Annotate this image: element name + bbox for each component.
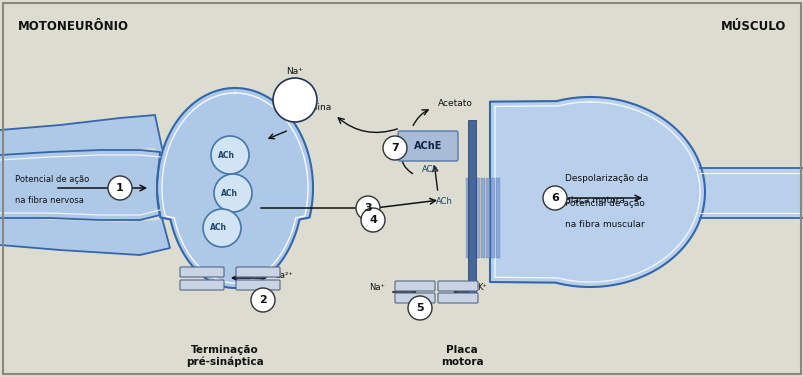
Circle shape	[210, 136, 249, 174]
Polygon shape	[0, 150, 160, 220]
Bar	[471, 178, 475, 258]
Text: placa motora: placa motora	[565, 196, 624, 205]
FancyBboxPatch shape	[180, 267, 224, 277]
FancyBboxPatch shape	[180, 280, 224, 290]
Circle shape	[382, 136, 406, 160]
Text: na fibra muscular: na fibra muscular	[565, 220, 644, 229]
FancyBboxPatch shape	[394, 281, 434, 291]
Bar	[475, 178, 479, 258]
Circle shape	[361, 208, 385, 232]
Text: Placa
motora: Placa motora	[440, 345, 483, 366]
Text: 5: 5	[416, 303, 423, 313]
Bar	[491, 178, 495, 258]
FancyBboxPatch shape	[236, 267, 279, 277]
Text: K⁺: K⁺	[476, 284, 487, 293]
FancyBboxPatch shape	[394, 293, 434, 303]
Polygon shape	[157, 88, 312, 288]
Polygon shape	[0, 193, 169, 255]
Text: Terminação
pré-sináptica: Terminação pré-sináptica	[185, 345, 263, 367]
Text: ACh: ACh	[210, 224, 226, 233]
Text: na fibra nervosa: na fibra nervosa	[15, 196, 84, 205]
Text: Colina: Colina	[304, 104, 332, 112]
Text: AChE: AChE	[414, 141, 442, 151]
Text: MÚSCULO: MÚSCULO	[719, 20, 785, 33]
Text: ACh: ACh	[421, 166, 438, 175]
Bar	[485, 178, 489, 258]
Text: 6: 6	[550, 193, 558, 203]
Text: 3: 3	[364, 203, 371, 213]
Circle shape	[202, 209, 241, 247]
FancyBboxPatch shape	[397, 131, 458, 161]
Text: Na⁺: Na⁺	[369, 284, 385, 293]
Text: ACh: ACh	[218, 150, 234, 159]
Circle shape	[407, 296, 431, 320]
Circle shape	[273, 78, 316, 122]
FancyBboxPatch shape	[438, 281, 478, 291]
Circle shape	[214, 174, 251, 212]
Circle shape	[251, 288, 275, 312]
Text: ACh: ACh	[220, 188, 237, 198]
Polygon shape	[0, 115, 161, 183]
Text: 1: 1	[116, 183, 124, 193]
Text: Acetato: Acetato	[438, 98, 472, 107]
Bar	[467, 120, 475, 295]
Bar	[480, 178, 484, 258]
Bar	[495, 178, 499, 258]
Text: 7: 7	[390, 143, 398, 153]
Text: Na⁺: Na⁺	[286, 67, 303, 76]
Text: ACh: ACh	[435, 198, 452, 207]
Bar	[466, 178, 470, 258]
Circle shape	[108, 176, 132, 200]
Circle shape	[356, 196, 380, 220]
Text: 4: 4	[369, 215, 377, 225]
Text: 2: 2	[259, 295, 267, 305]
Text: Potencial de ação: Potencial de ação	[565, 199, 644, 208]
FancyBboxPatch shape	[236, 280, 279, 290]
Text: Potencial de ação: Potencial de ação	[15, 175, 89, 184]
Text: Ca²⁺: Ca²⁺	[275, 271, 293, 279]
Text: Despolarização da: Despolarização da	[565, 174, 647, 183]
Circle shape	[542, 186, 566, 210]
Text: MOTONEURÔNIO: MOTONEURÔNIO	[18, 20, 128, 33]
FancyBboxPatch shape	[438, 293, 478, 303]
Polygon shape	[489, 97, 704, 287]
